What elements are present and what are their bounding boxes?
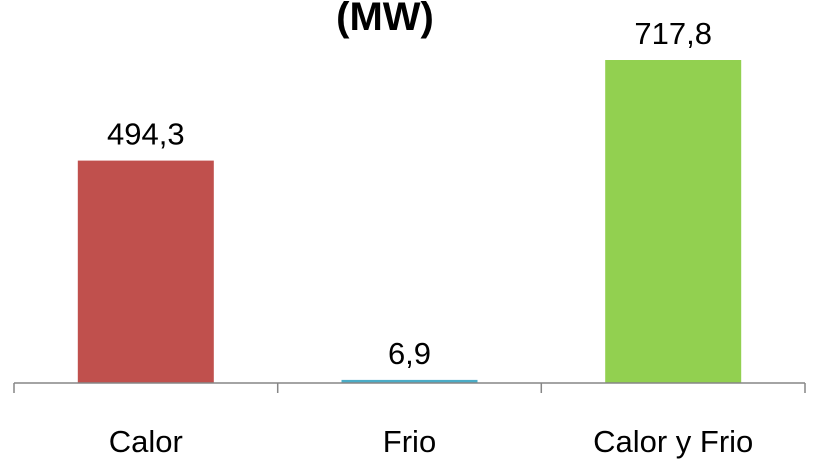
bars-group [77,60,742,383]
data-labels-group: 494,3 6,9 717,8 [107,16,712,371]
data-label-frio: 6,9 [388,336,431,371]
bar-calor [77,160,214,383]
bar-frio [341,379,478,383]
bar-calor-y-frio [605,60,742,383]
category-label-frio: Frio [383,424,436,459]
category-label-calor: Calor [109,424,183,459]
data-label-calor-y-frio: 717,8 [634,16,712,51]
x-axis-categories: Calor Frio Calor y Frio [109,424,754,459]
chart-title: (MW) [336,0,434,39]
x-axis-ticks [13,383,806,393]
category-label-calor-y-frio: Calor y Frio [593,424,753,459]
data-label-calor: 494,3 [107,117,185,152]
